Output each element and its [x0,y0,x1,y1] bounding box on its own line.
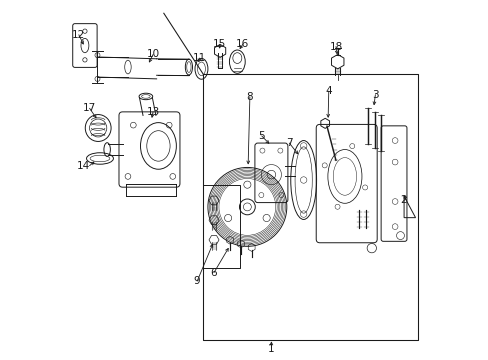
Text: 13: 13 [146,107,160,117]
Text: 16: 16 [236,40,249,49]
Text: 12: 12 [72,30,85,40]
Text: 8: 8 [246,92,253,102]
Text: 9: 9 [193,276,200,286]
Text: 5: 5 [258,131,264,141]
Text: 7: 7 [285,138,292,148]
Text: 2: 2 [399,195,406,206]
Text: 1: 1 [267,343,274,354]
Text: 10: 10 [146,49,159,59]
Text: 6: 6 [210,267,217,278]
Text: 17: 17 [83,103,96,113]
Text: 4: 4 [325,86,331,96]
Text: 15: 15 [212,40,225,49]
Text: 18: 18 [328,42,342,51]
Text: 3: 3 [371,90,378,100]
Text: 14: 14 [76,161,89,171]
Text: 11: 11 [193,53,206,63]
